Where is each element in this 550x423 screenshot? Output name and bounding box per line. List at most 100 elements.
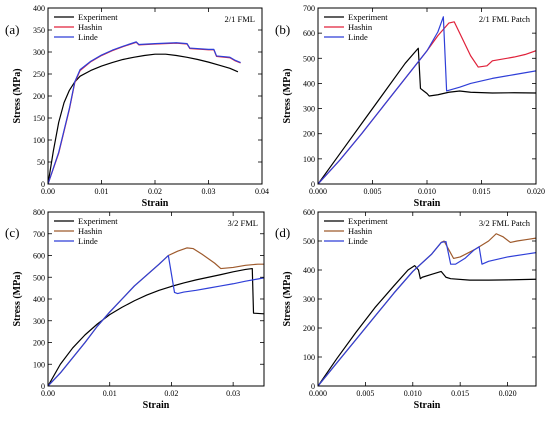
- y-tick-label: 300: [303, 105, 315, 114]
- y-tick-label: 600: [303, 208, 315, 217]
- y-tick-label: 100: [33, 136, 45, 145]
- y-tick-label: 400: [303, 79, 315, 88]
- legend-entry: Linde: [78, 236, 98, 246]
- legend-entry: Hashin: [78, 22, 103, 32]
- legend-entry: Experiment: [78, 216, 118, 226]
- x-axis-label: Strain: [414, 198, 441, 209]
- x-tick-label: 0.010: [418, 187, 436, 196]
- panel-title: 2/1 FML: [225, 14, 255, 24]
- y-tick-label: 500: [33, 273, 45, 282]
- x-tick-label: 0.00: [41, 187, 55, 196]
- series-line-hashin: [48, 247, 264, 386]
- legend-entry: Linde: [348, 236, 368, 246]
- panel-title: 3/2 FML: [228, 218, 258, 228]
- y-tick-label: 400: [33, 4, 45, 13]
- series-line-linde: [48, 254, 264, 386]
- legend-entry: Hashin: [348, 226, 373, 236]
- x-tick-label: 0.00: [41, 389, 55, 398]
- x-tick-label: 0.020: [527, 187, 545, 196]
- y-tick-label: 350: [33, 26, 45, 35]
- chart-panel-4: 0.000 0.005 0.010 0.015 0.020 0 100 200 300 400 50…: [275, 208, 537, 411]
- x-tick-label: 0.005: [364, 187, 382, 196]
- y-tick-label: 100: [33, 360, 45, 369]
- y-axis-label: Stress (MPa): [282, 271, 293, 326]
- panel-label: (d): [275, 225, 290, 240]
- x-tick-label: 0.01: [95, 187, 109, 196]
- y-tick-label: 600: [33, 252, 45, 261]
- y-tick-label: 100: [303, 155, 315, 164]
- y-tick-label: 500: [303, 237, 315, 246]
- legend-entry: Hashin: [348, 22, 373, 32]
- x-axis-label: Strain: [414, 400, 441, 411]
- x-tick-label: 0.03: [202, 187, 216, 196]
- x-tick-label: 0.02: [164, 389, 178, 398]
- legend-entry: Experiment: [348, 12, 388, 22]
- series-line-hashin: [318, 233, 536, 386]
- y-tick-label: 200: [33, 339, 45, 348]
- y-tick-label: 100: [303, 353, 315, 362]
- x-tick-label: 0.000: [309, 389, 327, 398]
- series-line-experiment: [318, 47, 536, 184]
- y-axis-label: Stress (MPa): [12, 68, 23, 123]
- legend-entry: Experiment: [78, 12, 118, 22]
- series-line-experiment: [48, 53, 239, 184]
- series-line-hashin: [318, 21, 536, 184]
- y-tick-label: 300: [33, 317, 45, 326]
- y-tick-label: 300: [33, 48, 45, 57]
- y-tick-label: 800: [33, 208, 45, 217]
- panel-label: (b): [275, 22, 290, 37]
- legend-entry: Experiment: [348, 216, 388, 226]
- y-tick-label: 600: [303, 29, 315, 38]
- chart-panel-2: 0.000 0.005 0.010 0.015 0.020 0 100 200 300 400 50…: [275, 4, 545, 209]
- x-tick-label: 0.04: [255, 187, 269, 196]
- panel-label: (a): [5, 22, 19, 37]
- y-tick-label: 150: [33, 114, 45, 123]
- x-tick-label: 0.03: [226, 389, 240, 398]
- y-tick-label: 50: [37, 158, 45, 167]
- legend-entry: Hashin: [78, 226, 103, 236]
- series-line-linde: [48, 41, 241, 184]
- y-tick-label: 400: [33, 295, 45, 304]
- y-tick-label: 0: [311, 382, 315, 391]
- x-axis-label: Strain: [142, 198, 169, 209]
- y-tick-label: 250: [33, 70, 45, 79]
- x-tick-label: 0.020: [499, 389, 517, 398]
- y-tick-label: 700: [303, 4, 315, 13]
- panel-title: 3/2 FML Patch: [479, 218, 531, 228]
- y-tick-label: 700: [33, 230, 45, 239]
- x-tick-label: 0.02: [148, 187, 162, 196]
- y-tick-label: 500: [303, 54, 315, 63]
- chart-panel-3: 0.00 0.01 0.02 0.03 0 100 200 300 400 500 600 700 80…: [5, 208, 265, 411]
- series-line-linde: [318, 16, 536, 184]
- panel-title: 2/1 FML Patch: [479, 14, 531, 24]
- panel-label: (c): [5, 225, 19, 240]
- y-tick-label: 0: [311, 180, 315, 189]
- series-line-linde: [318, 240, 536, 386]
- y-tick-label: 200: [303, 130, 315, 139]
- y-axis-label: Stress (MPa): [282, 68, 293, 123]
- y-tick-label: 300: [303, 295, 315, 304]
- legend-entry: Linde: [348, 32, 368, 42]
- chart-panel-1: 0.00 0.01 0.02 0.03 0.04 0 50 100 150 200 250 300 35…: [5, 4, 269, 209]
- y-tick-label: 400: [303, 266, 315, 275]
- x-tick-label: 0.000: [309, 187, 327, 196]
- series-line-experiment: [318, 265, 536, 386]
- x-tick-label: 0.005: [356, 389, 374, 398]
- legend-entry: Linde: [78, 32, 98, 42]
- x-tick-label: 0.010: [404, 389, 422, 398]
- x-tick-label: 0.015: [451, 389, 469, 398]
- y-tick-label: 200: [33, 92, 45, 101]
- series-line-experiment: [48, 267, 264, 386]
- x-tick-label: 0.015: [473, 187, 491, 196]
- x-tick-label: 0.01: [103, 389, 117, 398]
- y-tick-label: 0: [41, 382, 45, 391]
- y-tick-label: 0: [41, 180, 45, 189]
- y-axis-label: Stress (MPa): [12, 271, 23, 326]
- x-axis-label: Strain: [143, 400, 170, 411]
- y-tick-label: 200: [303, 324, 315, 333]
